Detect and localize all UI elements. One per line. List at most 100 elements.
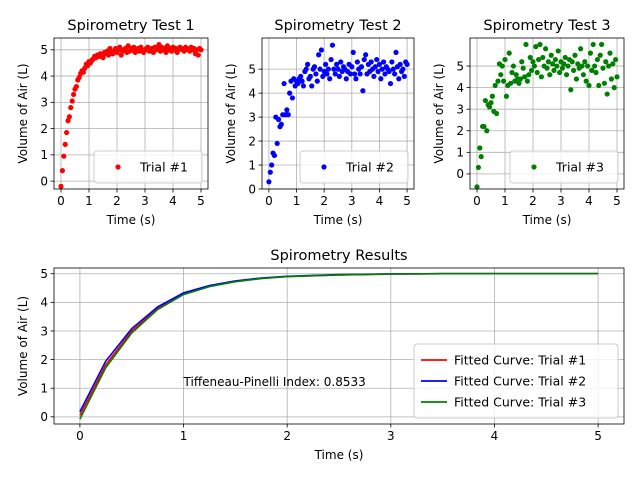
data-point xyxy=(317,66,323,72)
data-point xyxy=(390,66,396,72)
data-point xyxy=(594,56,601,63)
data-point xyxy=(351,71,358,77)
x-axis-label: Time (s) xyxy=(314,448,364,462)
x-tick-label: 3 xyxy=(557,194,565,208)
data-point xyxy=(501,78,507,84)
x-tick-label: 0 xyxy=(265,194,273,208)
y-axis-label: Volume of Air (L) xyxy=(224,63,238,163)
data-point xyxy=(80,69,86,75)
data-point xyxy=(327,76,333,82)
x-tick-label: 1 xyxy=(293,194,301,208)
data-point xyxy=(536,56,542,63)
data-point xyxy=(329,42,336,48)
data-point xyxy=(547,72,553,78)
data-point xyxy=(357,71,363,77)
data-point xyxy=(338,59,344,65)
data-point xyxy=(68,104,74,111)
data-point xyxy=(593,69,599,76)
x-tick-label: 4 xyxy=(491,429,499,443)
data-point xyxy=(599,41,605,48)
axes-frame xyxy=(53,267,625,425)
data-point xyxy=(117,44,123,50)
data-point xyxy=(368,59,374,65)
legend-label: Fitted Curve: Trial #3 xyxy=(454,395,586,410)
axes-frame xyxy=(261,37,415,190)
data-point xyxy=(275,116,282,123)
data-point xyxy=(510,63,516,69)
legend-marker xyxy=(321,164,327,170)
data-point xyxy=(477,145,483,151)
y-tick-label: 5 xyxy=(248,62,256,76)
data-point xyxy=(506,50,512,56)
x-tick-label: 4 xyxy=(585,194,593,208)
x-tick-label: 2 xyxy=(283,429,291,443)
data-point xyxy=(474,184,480,189)
data-point xyxy=(371,73,377,79)
data-point xyxy=(71,91,77,98)
legend-label: Trial #2 xyxy=(345,160,394,175)
data-point xyxy=(499,63,505,69)
subplot-test-3: 0 1 2 3 4 5 0 1 2 3 4 5 Spirometry Test 3 Time (s) Vol… xyxy=(432,18,625,227)
data-point xyxy=(585,63,591,69)
data-point xyxy=(508,80,514,86)
x-axis-label: Time (s) xyxy=(313,213,363,227)
data-point xyxy=(578,46,584,52)
x-axis-label: Time (s) xyxy=(106,213,156,227)
data-point xyxy=(300,83,307,89)
data-point xyxy=(543,46,549,52)
y-tick-label: 1 xyxy=(40,148,48,162)
data-point xyxy=(400,66,406,72)
x-tick-label: 4 xyxy=(169,194,177,208)
data-point xyxy=(492,82,498,89)
data-point xyxy=(298,73,304,79)
data-point xyxy=(335,66,341,72)
data-point xyxy=(538,74,545,80)
data-point xyxy=(358,64,365,70)
subplot-test-2: 0 1 2 3 4 5 0 1 2 3 4 5 Spirometry Test 2 Time (s) Vol… xyxy=(224,18,415,227)
data-point xyxy=(554,63,560,69)
data-point xyxy=(495,78,501,84)
data-point xyxy=(559,65,566,71)
data-point xyxy=(353,76,359,82)
y-axis-label: Volume of Air (L) xyxy=(16,296,30,396)
data-point xyxy=(590,41,596,48)
data-point xyxy=(313,71,319,77)
data-point xyxy=(274,140,280,147)
data-point xyxy=(284,107,290,113)
data-point xyxy=(562,54,568,61)
legend: Fitted Curve: Trial #1 Fitted Curve: Tria… xyxy=(413,343,619,419)
data-point xyxy=(596,82,602,89)
data-point xyxy=(517,76,524,82)
data-point xyxy=(392,71,398,77)
data-point xyxy=(484,128,490,134)
legend-label: Fitted Curve: Trial #1 xyxy=(454,353,586,368)
annotation-text: Tiffeneau-Pinelli Index: 0.8533 xyxy=(183,375,366,389)
data-point xyxy=(565,63,571,69)
x-axis-label: Time (s) xyxy=(522,213,572,227)
data-point xyxy=(59,168,65,174)
y-tick-label: 4 xyxy=(40,296,48,310)
legend-box xyxy=(509,150,619,184)
data-point xyxy=(397,61,403,67)
x-tick-label: 2 xyxy=(113,194,121,208)
plot-area xyxy=(474,41,620,189)
data-point xyxy=(372,64,378,70)
data-point xyxy=(478,154,484,160)
data-point xyxy=(481,123,487,130)
x-tick-label: 3 xyxy=(141,194,149,208)
data-point xyxy=(573,76,580,82)
data-point xyxy=(498,72,504,78)
data-point xyxy=(66,114,72,120)
data-point xyxy=(269,162,275,168)
data-point xyxy=(540,54,546,61)
data-point xyxy=(303,66,309,72)
legend-label: Trial #3 xyxy=(555,160,604,175)
data-point xyxy=(603,59,609,65)
data-point xyxy=(524,78,531,84)
y-tick-label: 5 xyxy=(40,267,48,281)
data-point xyxy=(575,61,581,67)
y-tick-label: 3 xyxy=(248,110,256,124)
y-tick-label: 5 xyxy=(456,59,464,73)
data-point xyxy=(569,59,575,65)
data-point xyxy=(285,112,291,118)
